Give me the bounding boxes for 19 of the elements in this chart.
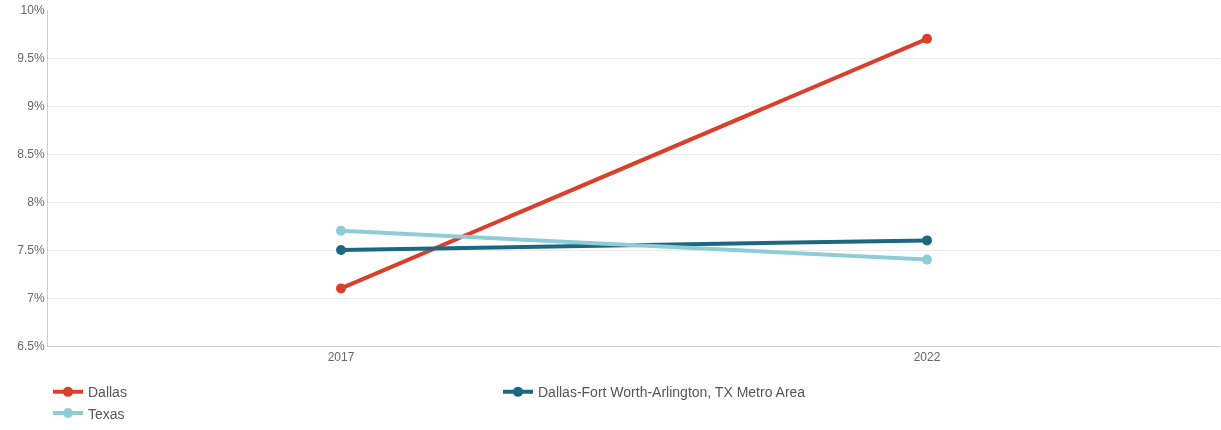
y-tick-label: 10%	[20, 3, 45, 18]
y-tick-label: 6.5%	[17, 339, 45, 354]
point	[922, 254, 932, 265]
y-tick-label: 8.5%	[17, 147, 45, 162]
legend-label: Dallas	[88, 384, 127, 401]
x-tick-label: 2022	[913, 350, 941, 365]
legend-label: Texas	[88, 405, 125, 422]
point	[922, 235, 932, 246]
point	[922, 33, 932, 44]
y-tick-label: 9%	[27, 99, 45, 114]
point	[336, 283, 346, 294]
y-tick-label: 8%	[27, 195, 45, 210]
legend-label: Dallas-Fort Worth-Arlington, TX Metro Area	[538, 384, 806, 401]
y-tick-label: 9.5%	[17, 51, 45, 66]
y-tick-label: 7%	[27, 291, 45, 306]
point	[336, 245, 346, 255]
y-tick-label: 7.5%	[17, 243, 45, 258]
x-tick-label: 2017	[327, 350, 355, 365]
point	[336, 225, 346, 236]
